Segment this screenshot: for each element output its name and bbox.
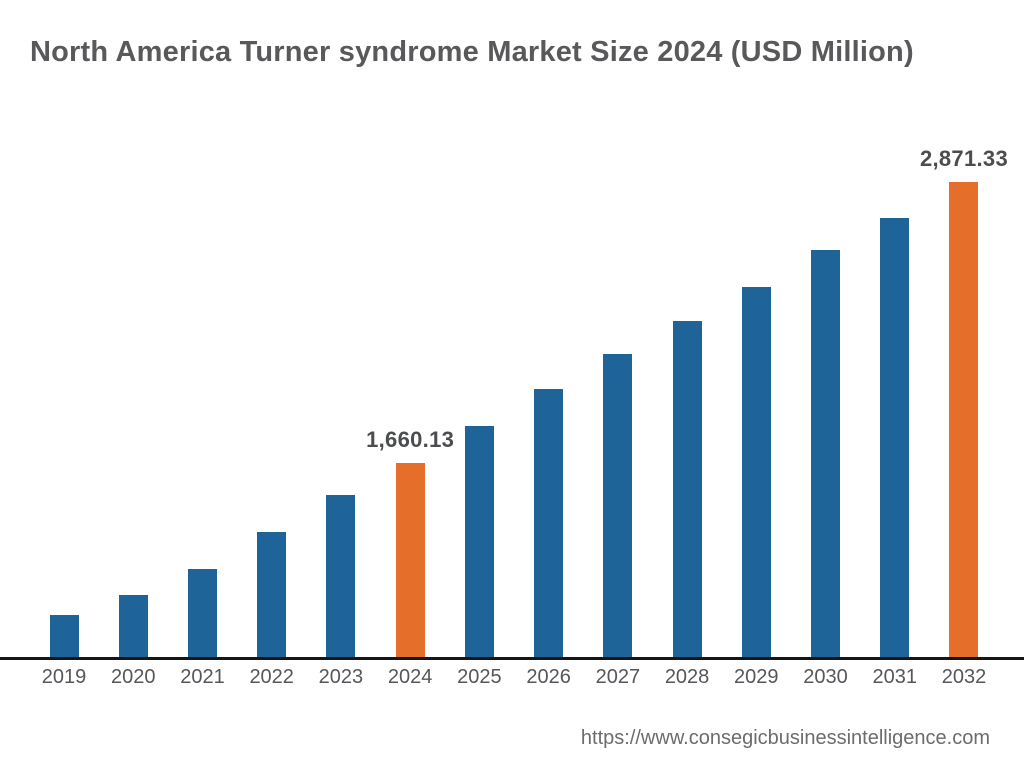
x-tick-2030: 2030 (803, 666, 848, 688)
bar-2028 (672, 321, 702, 659)
bar-2025 (464, 426, 494, 659)
x-tick-2021: 2021 (180, 666, 225, 688)
bar-2031 (880, 218, 910, 659)
bar-2029 (741, 287, 771, 659)
bar-2021 (187, 569, 217, 659)
bar-2023 (326, 495, 356, 659)
x-tick-2027: 2027 (595, 666, 641, 688)
bar-2030 (811, 250, 841, 659)
value-label-2024: 1,660.13 (366, 427, 455, 452)
x-axis-line (0, 657, 1024, 660)
x-tick-2031: 2031 (872, 666, 918, 688)
bar-2026 (534, 389, 564, 659)
x-tick-2024: 2024 (387, 666, 433, 688)
x-tick-2028: 2028 (664, 666, 710, 688)
x-tick-2020: 2020 (110, 666, 156, 688)
x-tick-2019: 2019 (41, 666, 87, 688)
source-url-link[interactable]: https://www.consegicbusinessintelligence… (580, 727, 990, 749)
x-tick-2032: 2032 (941, 666, 987, 688)
bar-2032 (949, 182, 979, 659)
bar-2024 (395, 463, 425, 659)
x-tick-2025: 2025 (457, 666, 502, 688)
bar-2020 (118, 595, 148, 659)
chart-title: North America Turner syndrome Market Siz… (30, 36, 914, 68)
bar-2027 (603, 354, 633, 659)
bar-2022 (257, 532, 287, 659)
x-tick-2023: 2023 (318, 666, 364, 688)
x-tick-2022: 2022 (249, 666, 294, 688)
x-tick-2029: 2029 (734, 666, 779, 688)
x-tick-2026: 2026 (526, 666, 571, 688)
value-label-2032: 2,871.33 (919, 146, 1008, 171)
bar-2019 (49, 615, 79, 659)
